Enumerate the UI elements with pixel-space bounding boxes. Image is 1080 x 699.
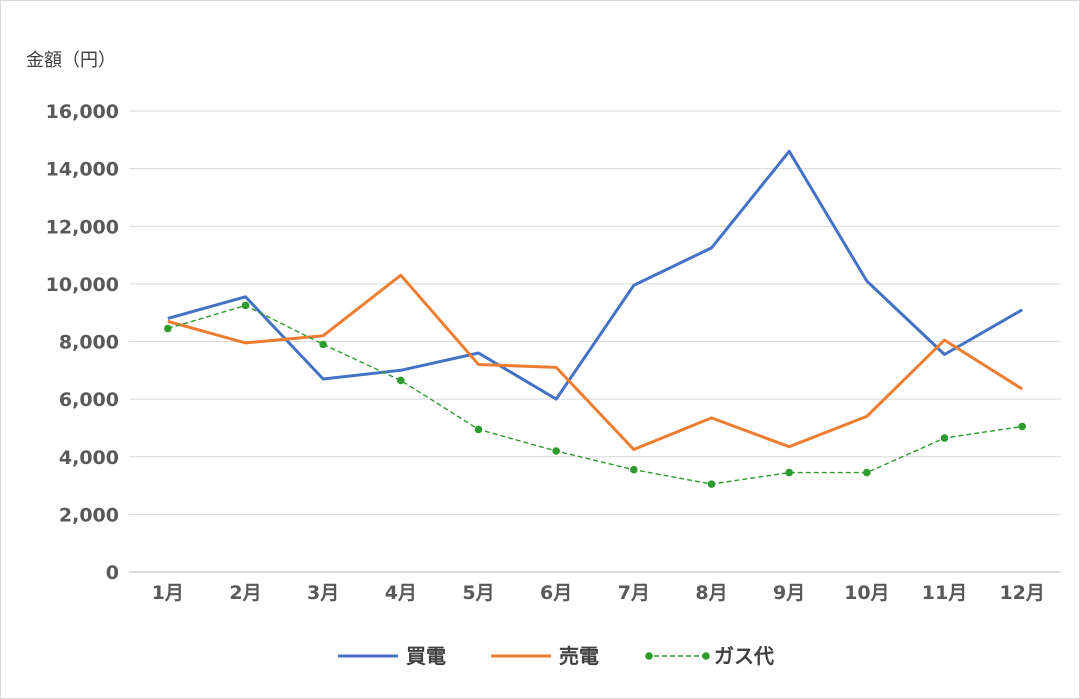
y-tick-label: 4,000 (59, 447, 119, 469)
legend: 買電 売電 ガス代 (338, 644, 774, 668)
series-line-2 (167, 273, 1023, 451)
series-3-point (863, 468, 871, 477)
x-tick-label: 4月 (385, 582, 417, 604)
series-3-point (707, 480, 716, 488)
series-3-point (1018, 422, 1026, 431)
x-tick-label: 9月 (773, 582, 805, 604)
y-axis-title: 金額（円） (26, 50, 116, 71)
y-axis-ticks: 0 2,000 4,000 6,000 8,000 10,000 12,000 14,000 1… (46, 101, 119, 584)
x-tick-label: 12月 (999, 582, 1044, 604)
x-axis-ticks: 1月 2月 3月 4月 5月 6月 7月 8月 9月 10月 11月 12月 (152, 582, 1045, 604)
legend-label: ガス代 (714, 644, 774, 668)
series-3-point (552, 447, 560, 455)
legend-label: 売電 (559, 644, 599, 668)
y-tick-label: 12,000 (46, 216, 119, 238)
x-tick-label: 10月 (844, 582, 889, 604)
y-tick-label: 10,000 (46, 274, 119, 296)
y-tick-label: 14,000 (46, 159, 119, 181)
x-tick-label: 6月 (540, 582, 572, 604)
series-3-point (785, 468, 793, 477)
x-tick-label: 2月 (229, 582, 261, 604)
series-3-point (164, 324, 172, 333)
series-3-point (241, 301, 250, 310)
series-3-point (630, 465, 638, 474)
y-tick-label: 16,000 (46, 101, 119, 123)
series-3-point (474, 425, 483, 434)
series-line-3 (167, 304, 1023, 485)
x-tick-label: 5月 (462, 582, 494, 604)
legend-label: 買電 (406, 644, 446, 668)
legend-marker (702, 652, 710, 660)
series-lines (164, 149, 1026, 488)
series-3-point (940, 434, 949, 442)
y-tick-label: 2,000 (59, 504, 119, 526)
x-tick-label: 3月 (307, 582, 339, 604)
y-tick-label: 8,000 (59, 332, 119, 354)
y-tick-label: 6,000 (59, 389, 119, 411)
x-tick-label: 1月 (152, 582, 184, 604)
x-tick-label: 11月 (922, 582, 967, 604)
series-line-1 (167, 149, 1023, 401)
series-3-point (319, 340, 327, 349)
series-3-point (397, 376, 405, 385)
x-tick-label: 8月 (695, 582, 727, 604)
x-tick-label: 7月 (618, 582, 650, 604)
legend-marker (645, 652, 653, 660)
y-tick-label: 0 (106, 562, 119, 584)
